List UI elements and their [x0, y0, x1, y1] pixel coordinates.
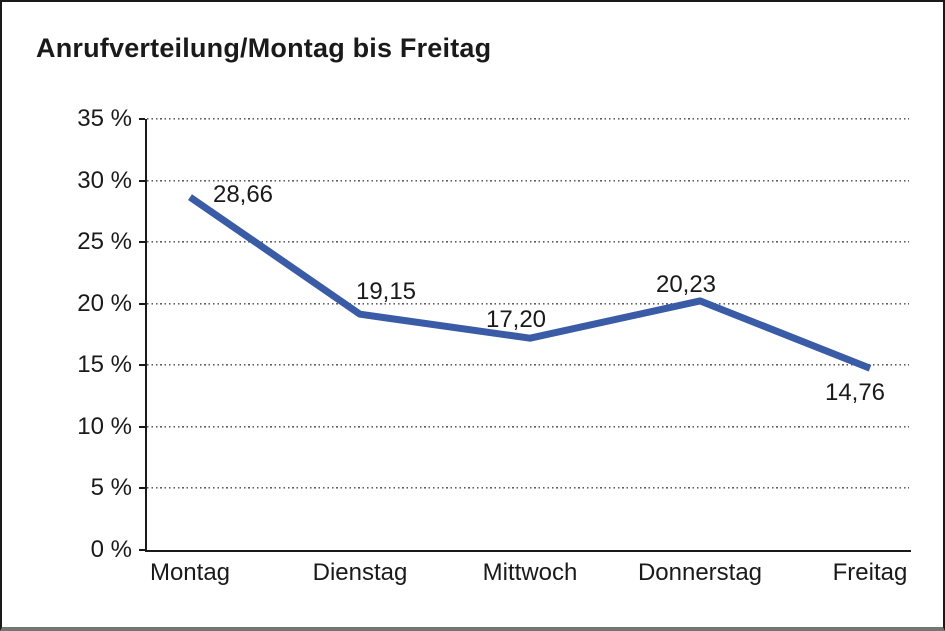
y-axis-label-0: 0 % [90, 536, 132, 563]
data-label-freitag: 14,76 [824, 379, 886, 407]
x-axis-label-freitag: Freitag [832, 559, 908, 586]
y-tick-30 [139, 179, 145, 182]
y-tick-20 [139, 302, 145, 305]
data-label-donnerstag: 20,23 [655, 270, 717, 298]
plot-area [145, 118, 911, 552]
line-series [188, 194, 872, 372]
data-label-mittwoch: 17,20 [485, 306, 547, 334]
gridline-15 [147, 364, 909, 367]
y-axis-label-20: 20 % [77, 289, 132, 317]
gridline-10 [147, 425, 909, 428]
y-tick-25 [139, 241, 145, 244]
y-tick-10 [139, 425, 145, 428]
y-axis-label-35: 35 % [77, 105, 132, 132]
gridline-5 [147, 487, 909, 490]
data-label-dienstag: 19,15 [355, 278, 417, 306]
x-axis-label-dienstag: Dienstag [312, 559, 408, 586]
y-axis-label-30: 30 % [77, 166, 132, 194]
gridline-30 [147, 179, 909, 182]
y-axis-label-25: 25 % [77, 228, 132, 256]
y-axis-label-15: 15 % [77, 351, 132, 379]
x-axis-label-donnerstag: Donnerstag [637, 559, 763, 586]
gridline-25 [147, 241, 909, 244]
y-tick-0 [139, 549, 145, 551]
chart-title: Anrufverteilung/Montag bis Freitag [36, 33, 492, 63]
y-axis-label-5: 5 % [90, 474, 132, 502]
y-tick-5 [139, 487, 145, 490]
y-tick-15 [139, 364, 145, 367]
gridline-35 [147, 118, 909, 120]
gridline-20 [147, 302, 909, 305]
x-axis-label-mittwoch: Mittwoch [482, 559, 578, 586]
y-tick-35 [139, 118, 145, 120]
y-axis-label-10: 10 % [77, 412, 132, 440]
data-label-montag: 28,66 [212, 181, 274, 209]
series-polyline [188, 194, 872, 372]
x-axis-label-montag: Montag [149, 559, 231, 586]
